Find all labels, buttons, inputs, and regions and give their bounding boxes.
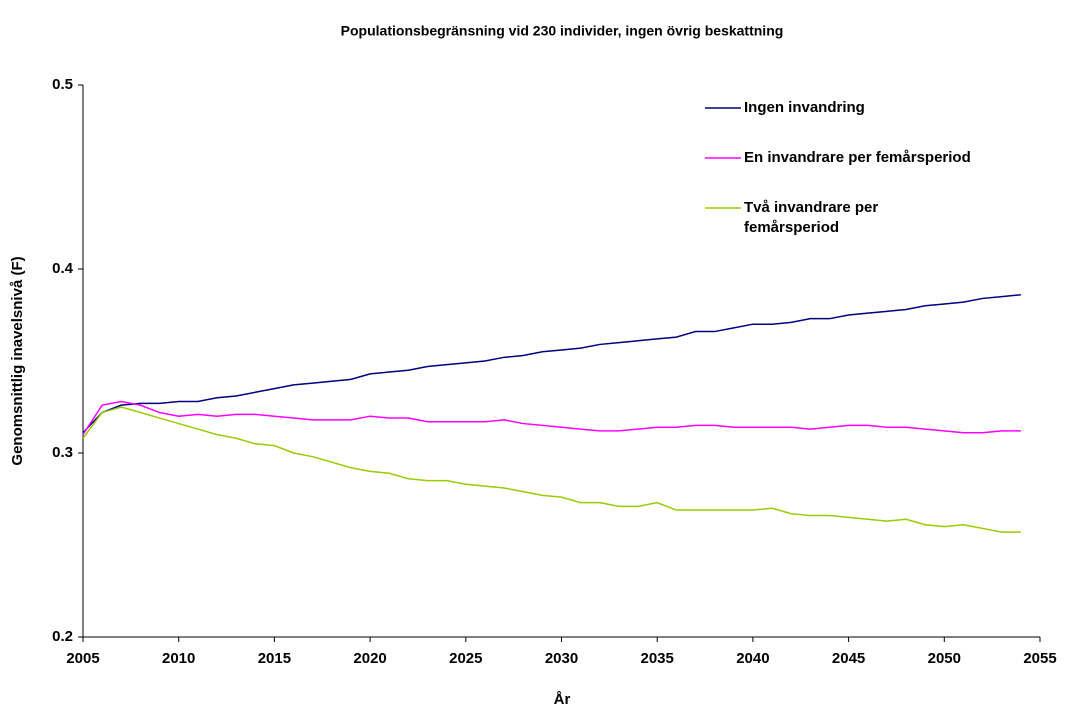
series-line [82, 400, 1021, 436]
x-tick-label: 2020 [353, 650, 386, 667]
x-tick-label: 2035 [641, 650, 674, 667]
x-tick-label: 2050 [928, 650, 961, 667]
y-tick-label: 0.4 [52, 260, 74, 277]
y-tick-label: 0.5 [52, 76, 73, 93]
y-axis-label: Genomsnittlig inavelsnivå (F) [9, 256, 26, 465]
x-tick-label: 2010 [162, 650, 195, 667]
y-tick-label: 0.3 [52, 444, 73, 461]
x-tick-label: 2045 [832, 650, 865, 667]
x-tick-label: 2015 [258, 650, 291, 667]
legend-label: Ingen invandring [744, 99, 865, 116]
y-tick-label: 0.2 [52, 628, 73, 645]
x-tick-label: 2030 [545, 650, 578, 667]
series-line [82, 294, 1021, 434]
x-tick-label: 2005 [66, 650, 99, 667]
x-tick-label: 2025 [449, 650, 482, 667]
legend-label: En invandrare per femårsperiod [744, 149, 971, 166]
series-line [82, 406, 1021, 533]
x-tick-label: 2055 [1023, 650, 1056, 667]
x-axis-label: År [554, 691, 571, 708]
x-tick-label: 2040 [736, 650, 769, 667]
chart-title: Populationsbegränsning vid 230 individer… [341, 23, 784, 39]
legend-label: Två invandrare per femårsperiod [744, 199, 878, 236]
